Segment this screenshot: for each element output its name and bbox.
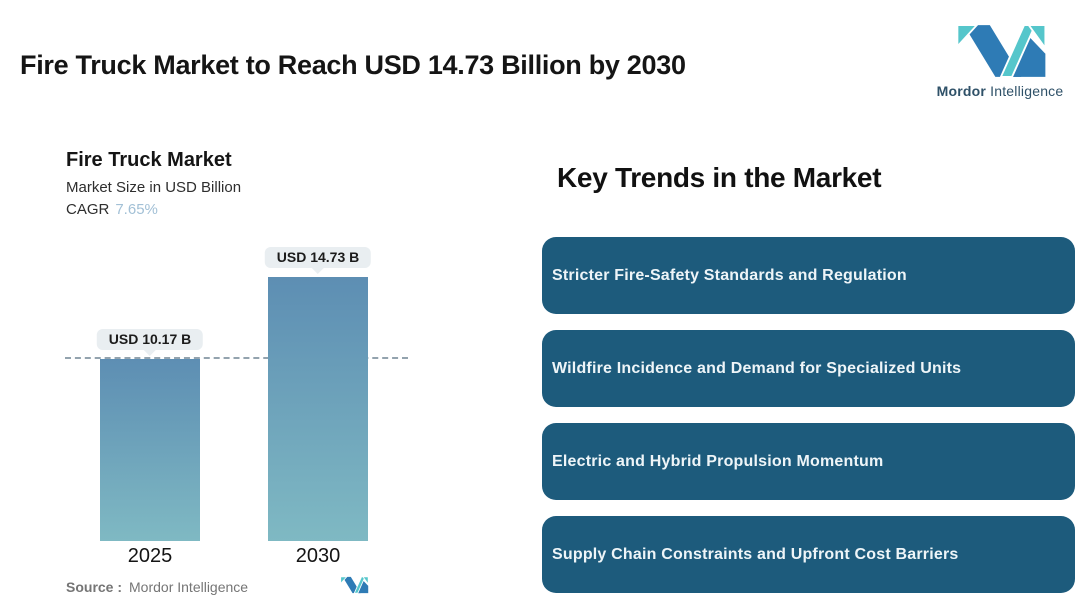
value-callout-2025: USD 10.17 B bbox=[96, 329, 204, 356]
trend-card-label: Supply Chain Constraints and Upfront Cos… bbox=[552, 545, 959, 563]
brand-name: Mordor Intelligence bbox=[930, 83, 1070, 99]
chart-header: Fire Truck Market Market Size in USD Bil… bbox=[66, 149, 241, 218]
mordor-intelligence-logo-icon bbox=[956, 24, 1047, 78]
source-logo-icon bbox=[340, 576, 369, 594]
trend-card: Electric and Hybrid Propulsion Momentum bbox=[542, 423, 1075, 500]
trend-card-label: Wildfire Incidence and Demand for Specia… bbox=[552, 359, 962, 377]
axis-label-2025: 2025 bbox=[127, 545, 173, 567]
cagr-value: 7.65% bbox=[115, 201, 158, 218]
cagr-row: CAGR 7.65% bbox=[66, 201, 241, 218]
axis-label-2030: 2030 bbox=[295, 545, 341, 567]
brand-logo: Mordor Intelligence bbox=[930, 22, 1070, 99]
trend-card-label: Electric and Hybrid Propulsion Momentum bbox=[552, 452, 884, 470]
trend-card: Supply Chain Constraints and Upfront Cos… bbox=[542, 516, 1075, 593]
value-callout-2030: USD 14.73 B bbox=[264, 247, 372, 274]
trend-card-list: Stricter Fire-Safety Standards and Regul… bbox=[542, 237, 1075, 593]
chart-subtitle: Market Size in USD Billion bbox=[66, 179, 242, 196]
cagr-label: CAGR bbox=[66, 201, 110, 218]
source-attribution: Source : Mordor Intelligence bbox=[66, 579, 248, 595]
bar-2030 bbox=[268, 277, 368, 541]
bar-2025 bbox=[100, 359, 200, 541]
bar-group-2030: USD 14.73 B 2030 bbox=[264, 247, 372, 567]
source-value: Mordor Intelligence bbox=[129, 579, 249, 595]
brand-name-regular: Intelligence bbox=[990, 83, 1064, 99]
trend-card: Wildfire Incidence and Demand for Specia… bbox=[542, 330, 1075, 407]
bar-group-2025: USD 10.17 B 2025 bbox=[96, 329, 204, 567]
trends-heading: Key Trends in the Market bbox=[557, 162, 882, 193]
brand-name-bold: Mordor bbox=[936, 83, 987, 99]
reference-dashed-line bbox=[65, 357, 408, 359]
source-label: Source : bbox=[66, 579, 123, 595]
page-title: Fire Truck Market to Reach USD 14.73 Bil… bbox=[20, 50, 686, 80]
trend-card-label: Stricter Fire-Safety Standards and Regul… bbox=[552, 266, 907, 284]
trend-card: Stricter Fire-Safety Standards and Regul… bbox=[542, 237, 1075, 314]
chart-title: Fire Truck Market bbox=[66, 149, 232, 171]
